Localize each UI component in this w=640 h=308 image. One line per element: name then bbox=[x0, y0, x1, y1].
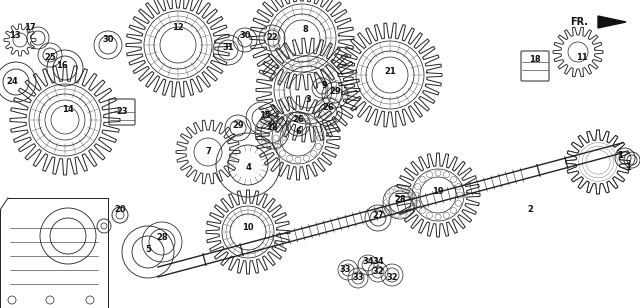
Text: 28: 28 bbox=[156, 233, 168, 242]
Polygon shape bbox=[598, 16, 626, 28]
Text: 29: 29 bbox=[329, 87, 341, 96]
Text: 11: 11 bbox=[576, 54, 588, 63]
Text: 3: 3 bbox=[305, 95, 311, 104]
Text: 5: 5 bbox=[145, 245, 151, 254]
Text: 32: 32 bbox=[372, 268, 384, 277]
Text: 31: 31 bbox=[222, 43, 234, 52]
Text: 8: 8 bbox=[302, 26, 308, 34]
Text: 9: 9 bbox=[322, 80, 328, 90]
Text: 12: 12 bbox=[172, 23, 184, 33]
Text: 24: 24 bbox=[6, 78, 18, 87]
Text: 20: 20 bbox=[114, 205, 126, 214]
Text: 23: 23 bbox=[116, 107, 128, 116]
Text: 7: 7 bbox=[205, 148, 211, 156]
Text: 29: 29 bbox=[232, 120, 244, 129]
Text: 17: 17 bbox=[24, 23, 36, 33]
Text: 27: 27 bbox=[372, 210, 384, 220]
Text: 32: 32 bbox=[386, 274, 398, 282]
Text: 16: 16 bbox=[56, 60, 68, 70]
Text: 1: 1 bbox=[625, 164, 631, 172]
Text: 1: 1 bbox=[617, 151, 623, 160]
Text: 14: 14 bbox=[62, 106, 74, 115]
Text: 4: 4 bbox=[245, 163, 251, 172]
Text: 34: 34 bbox=[362, 257, 374, 266]
Text: 26: 26 bbox=[322, 103, 334, 112]
Text: 25: 25 bbox=[44, 54, 56, 63]
Text: 30: 30 bbox=[102, 35, 114, 44]
Text: 6: 6 bbox=[295, 128, 301, 136]
Text: 33: 33 bbox=[352, 274, 364, 282]
Text: 26: 26 bbox=[292, 116, 304, 124]
Text: 21: 21 bbox=[384, 67, 396, 76]
Text: 33: 33 bbox=[339, 265, 351, 274]
Text: 28: 28 bbox=[266, 124, 278, 132]
Text: 19: 19 bbox=[432, 188, 444, 197]
Text: 10: 10 bbox=[242, 224, 254, 233]
Text: 28: 28 bbox=[394, 196, 406, 205]
Text: 34: 34 bbox=[372, 257, 384, 266]
Text: 18: 18 bbox=[529, 55, 541, 64]
Text: 13: 13 bbox=[9, 30, 21, 39]
Text: 15: 15 bbox=[259, 111, 271, 120]
Text: 22: 22 bbox=[266, 34, 278, 43]
Text: 2: 2 bbox=[527, 205, 533, 214]
Text: 30: 30 bbox=[239, 30, 251, 39]
Text: FR.: FR. bbox=[570, 17, 588, 27]
